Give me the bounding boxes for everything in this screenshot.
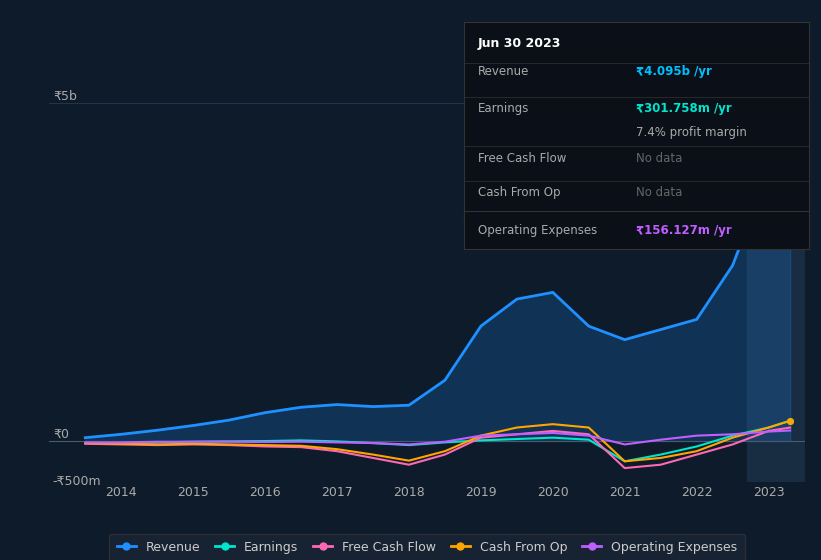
Text: Cash From Op: Cash From Op bbox=[478, 186, 560, 199]
Text: ₹4.095b /yr: ₹4.095b /yr bbox=[636, 66, 712, 78]
Text: Free Cash Flow: Free Cash Flow bbox=[478, 152, 566, 165]
Legend: Revenue, Earnings, Free Cash Flow, Cash From Op, Operating Expenses: Revenue, Earnings, Free Cash Flow, Cash … bbox=[109, 534, 745, 560]
Text: No data: No data bbox=[636, 186, 682, 199]
Text: ₹0: ₹0 bbox=[53, 428, 69, 441]
Bar bbox=[747, 90, 805, 482]
Text: Jun 30 2023: Jun 30 2023 bbox=[478, 36, 561, 49]
Text: Operating Expenses: Operating Expenses bbox=[478, 223, 597, 237]
Text: Earnings: Earnings bbox=[478, 101, 529, 115]
Text: 7.4% profit margin: 7.4% profit margin bbox=[636, 126, 747, 139]
Text: No data: No data bbox=[636, 152, 682, 165]
Text: ₹5b: ₹5b bbox=[53, 90, 76, 103]
Text: ₹156.127m /yr: ₹156.127m /yr bbox=[636, 223, 732, 237]
Text: -₹500m: -₹500m bbox=[53, 475, 102, 488]
Text: Revenue: Revenue bbox=[478, 66, 529, 78]
Text: ₹301.758m /yr: ₹301.758m /yr bbox=[636, 101, 732, 115]
